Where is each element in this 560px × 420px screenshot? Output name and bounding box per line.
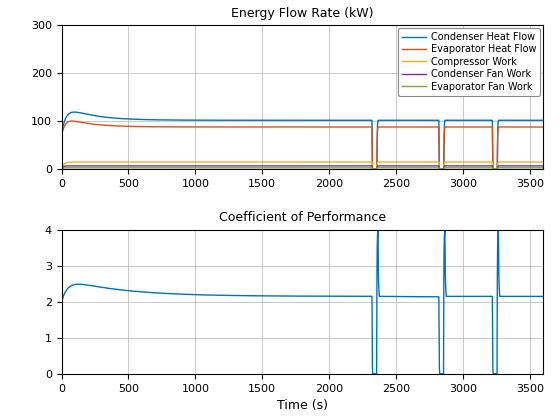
Evaporator Heat Flow [68,118,75,123]
Line: Condenser Fan Work: Condenser Fan Work [62,166,543,169]
Condenser Heat Flow [193,118,200,123]
Evaporator Heat Flow [369,152,376,157]
Condenser Heat Flow [429,118,436,123]
Compressor Work [369,164,376,169]
Compressor Work [466,160,473,165]
Compressor Work [69,160,76,165]
Evaporator Fan Work [466,165,473,171]
Evaporator Heat Flow [369,167,376,172]
Evaporator Fan Work [58,167,65,172]
Condenser Fan Work [374,167,380,172]
Evaporator Heat Flow [193,124,200,129]
Evaporator Fan Work [374,167,380,172]
Condenser Heat Flow [540,118,547,123]
Condenser Heat Flow [71,110,78,115]
Line: Evaporator Heat Flow: Evaporator Heat Flow [62,121,543,169]
Evaporator Fan Work [369,166,376,171]
Title: Coefficient of Performance: Coefficient of Performance [219,211,386,224]
Condenser Heat Flow [369,150,376,155]
Line: Condenser Heat Flow: Condenser Heat Flow [62,112,543,169]
Condenser Fan Work [58,167,65,172]
Condenser Heat Flow [369,167,376,172]
Condenser Heat Flow [466,118,473,123]
Condenser Fan Work [193,163,200,168]
Evaporator Fan Work [540,165,547,171]
Evaporator Fan Work [193,165,200,171]
Condenser Fan Work [369,165,376,171]
Compressor Work [428,160,435,165]
Condenser Heat Flow [374,167,380,172]
Evaporator Fan Work [64,165,71,171]
Condenser Fan Work [466,163,473,168]
Evaporator Fan Work [428,165,435,171]
Compressor Work [374,167,380,172]
Condenser Fan Work [540,163,547,168]
Compressor Work [72,160,78,165]
Evaporator Heat Flow [374,167,380,172]
Legend: Condenser Heat Flow, Evaporator Heat Flow, Compressor Work, Condenser Fan Work, : Condenser Heat Flow, Evaporator Heat Flo… [398,28,540,96]
X-axis label: Time (s): Time (s) [277,399,328,412]
Line: Compressor Work: Compressor Work [62,162,543,169]
Condenser Heat Flow [72,110,78,115]
Condenser Fan Work [72,163,78,168]
Evaporator Heat Flow [72,119,78,124]
Condenser Heat Flow [58,131,65,136]
Compressor Work [58,167,65,172]
Compressor Work [193,160,200,165]
Condenser Fan Work [428,163,435,168]
Compressor Work [540,160,547,165]
Evaporator Fan Work [72,165,78,171]
Condenser Fan Work [66,163,73,168]
Line: Evaporator Fan Work: Evaporator Fan Work [62,168,543,169]
Evaporator Heat Flow [540,124,547,129]
Evaporator Heat Flow [429,124,436,129]
Evaporator Heat Flow [466,124,473,129]
Evaporator Heat Flow [58,133,65,138]
Title: Energy Flow Rate (kW): Energy Flow Rate (kW) [231,7,374,20]
